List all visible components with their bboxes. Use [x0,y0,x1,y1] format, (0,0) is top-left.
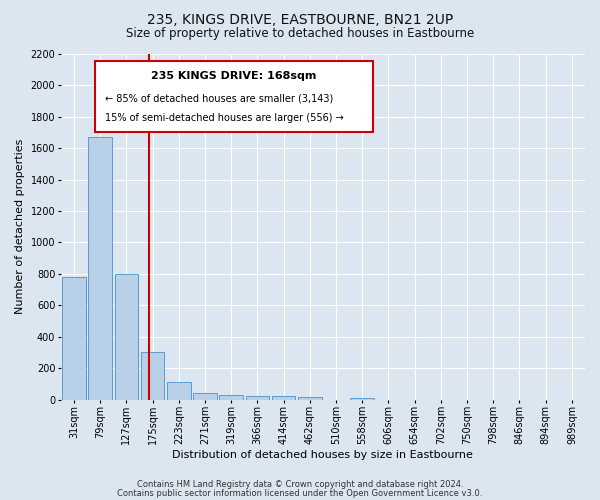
Text: Size of property relative to detached houses in Eastbourne: Size of property relative to detached ho… [126,28,474,40]
Text: Contains public sector information licensed under the Open Government Licence v3: Contains public sector information licen… [118,488,482,498]
Text: 235 KINGS DRIVE: 168sqm: 235 KINGS DRIVE: 168sqm [151,71,317,81]
FancyBboxPatch shape [95,61,373,132]
Bar [193,393,217,400]
X-axis label: Distribution of detached houses by size in Eastbourne: Distribution of detached houses by size … [172,450,473,460]
Bar [298,397,322,400]
Text: 235, KINGS DRIVE, EASTBOURNE, BN21 2UP: 235, KINGS DRIVE, EASTBOURNE, BN21 2UP [147,12,453,26]
Bar [167,382,191,400]
Text: ← 85% of detached houses are smaller (3,143): ← 85% of detached houses are smaller (3,… [106,94,334,104]
Y-axis label: Number of detached properties: Number of detached properties [15,139,25,314]
Bar [220,395,243,400]
Bar [350,398,374,400]
Bar [115,274,138,400]
Bar [272,396,295,400]
Bar [62,277,86,400]
Text: 15% of semi-detached houses are larger (556) →: 15% of semi-detached houses are larger (… [106,113,344,123]
Text: Contains HM Land Registry data © Crown copyright and database right 2024.: Contains HM Land Registry data © Crown c… [137,480,463,489]
Bar [245,396,269,400]
Bar [88,137,112,400]
Bar [141,352,164,400]
